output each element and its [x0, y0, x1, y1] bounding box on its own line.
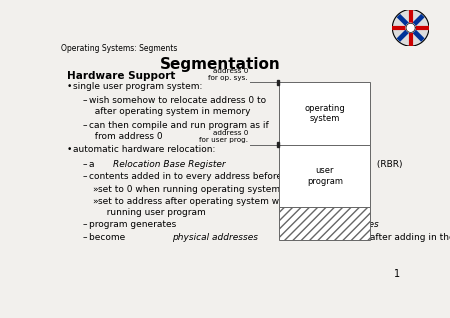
Text: address 0
for op. sys.: address 0 for op. sys.	[208, 68, 248, 81]
Text: can then compile and run program as if
  from address 0: can then compile and run program as if f…	[89, 121, 269, 141]
Text: user
program: user program	[307, 166, 343, 186]
Text: »: »	[93, 185, 101, 194]
Bar	[277, 142, 279, 147]
Text: after adding in the RBR contents: after adding in the RBR contents	[367, 233, 450, 242]
Text: program generates: program generates	[89, 220, 179, 229]
Text: 1: 1	[394, 269, 400, 279]
Text: set to address after operating system when
   running user program: set to address after operating system wh…	[99, 197, 297, 217]
Text: Relocation Base Register: Relocation Base Register	[112, 160, 225, 169]
Text: Hardware Support: Hardware Support	[67, 71, 175, 81]
Text: automatic hardware relocation:: automatic hardware relocation:	[73, 145, 216, 155]
Bar	[279, 82, 370, 145]
Text: physical addresses: physical addresses	[171, 233, 257, 242]
Text: set to 0 when running operating system: set to 0 when running operating system	[99, 185, 280, 194]
Text: address 0
for user prog.: address 0 for user prog.	[199, 130, 248, 143]
Text: –: –	[83, 233, 91, 242]
Text: –: –	[83, 160, 91, 169]
Text: –: –	[83, 96, 91, 106]
Text: operating
system: operating system	[304, 104, 345, 123]
Text: •: •	[67, 82, 75, 91]
Text: contents added in to every address before use: contents added in to every address befor…	[89, 172, 301, 181]
Text: •: •	[67, 145, 75, 155]
Text: a: a	[89, 160, 97, 169]
Circle shape	[406, 23, 415, 32]
Bar	[277, 80, 279, 85]
Text: –: –	[83, 220, 91, 229]
Text: –: –	[83, 121, 91, 130]
Text: virtual addresses: virtual addresses	[301, 220, 379, 229]
Bar	[279, 145, 370, 207]
Text: wish somehow to relocate address 0 to
  after operating system in memory: wish somehow to relocate address 0 to af…	[89, 96, 266, 116]
Text: single user program system:: single user program system:	[73, 82, 203, 91]
Text: become: become	[89, 233, 128, 242]
Polygon shape	[392, 10, 429, 46]
Text: (RBR): (RBR)	[374, 160, 402, 169]
Bar	[279, 207, 370, 240]
Text: »: »	[93, 197, 101, 206]
Text: Segmentation: Segmentation	[160, 57, 280, 72]
Text: –: –	[83, 172, 91, 181]
Text: Operating Systems: Segments: Operating Systems: Segments	[62, 44, 178, 53]
